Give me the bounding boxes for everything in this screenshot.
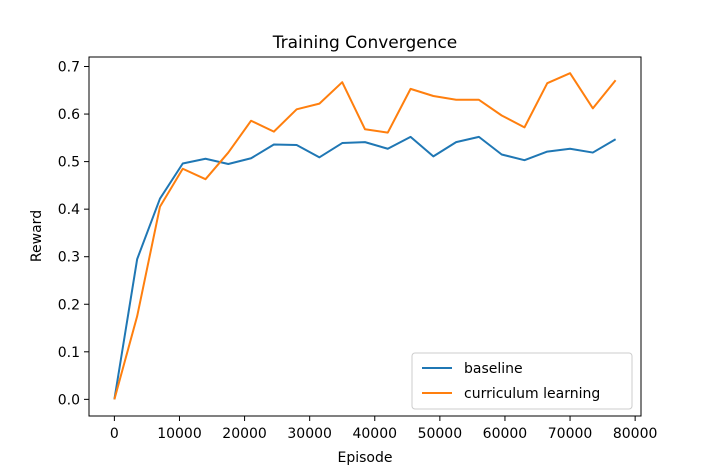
x-tick-label: 50000 [418, 426, 463, 442]
y-tick-label: 0.4 [58, 202, 80, 218]
y-axis-title: Reward [29, 210, 45, 262]
x-tick-label: 70000 [548, 426, 593, 442]
y-tick-label: 0.0 [58, 392, 80, 408]
series-line-1 [113, 72, 617, 400]
y-axis-ticks: 0.0 0.1 0.2 0.3 0.4 0.5 0.6 0.7 [58, 60, 89, 408]
legend-label-0: baseline [464, 361, 523, 377]
x-axis-title: Episode [338, 450, 393, 466]
x-tick-label: 30000 [287, 426, 332, 442]
y-tick-label: 0.1 [58, 345, 80, 361]
y-tick-label: 0.5 [58, 155, 80, 171]
x-tick-label: 40000 [352, 426, 397, 442]
y-tick-label: 0.7 [58, 60, 80, 76]
chart-title: Training Convergence [272, 33, 458, 53]
legend: baseline curriculum learning [411, 352, 633, 410]
plot-frame [88, 56, 642, 417]
x-tick-label: 60000 [483, 426, 528, 442]
y-tick-label: 0.6 [58, 107, 80, 123]
x-tick-label: 0 [110, 426, 119, 442]
series-line-0 [113, 135, 617, 400]
x-tick-label: 10000 [157, 426, 202, 442]
plot-area [113, 72, 617, 400]
x-axis-ticks: 0 10000 20000 30000 40000 50000 60000 70000 8000… [110, 416, 657, 442]
y-tick-label: 0.2 [58, 297, 80, 313]
x-tick-label: 20000 [222, 426, 267, 442]
legend-label-1: curriculum learning [464, 386, 600, 402]
legend-box [411, 352, 633, 410]
y-tick-label: 0.3 [58, 250, 80, 266]
x-tick-label: 80000 [613, 426, 658, 442]
